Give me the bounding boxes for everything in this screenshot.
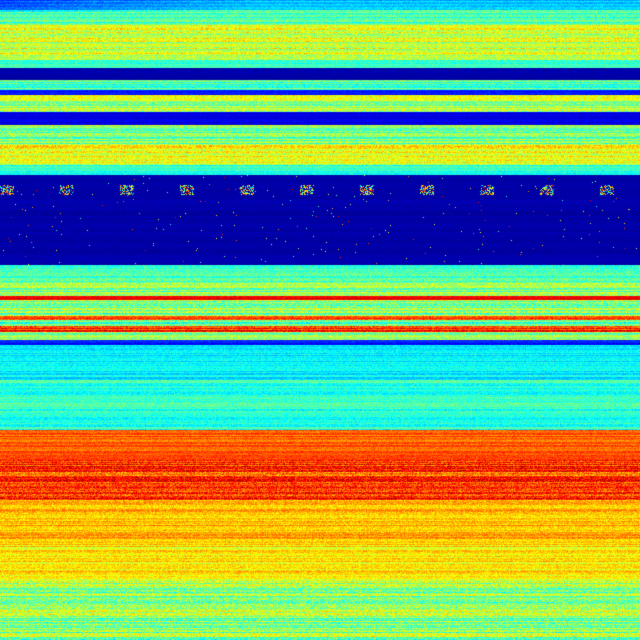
heatmap-canvas <box>0 0 640 640</box>
heatmap-figure <box>0 0 640 640</box>
